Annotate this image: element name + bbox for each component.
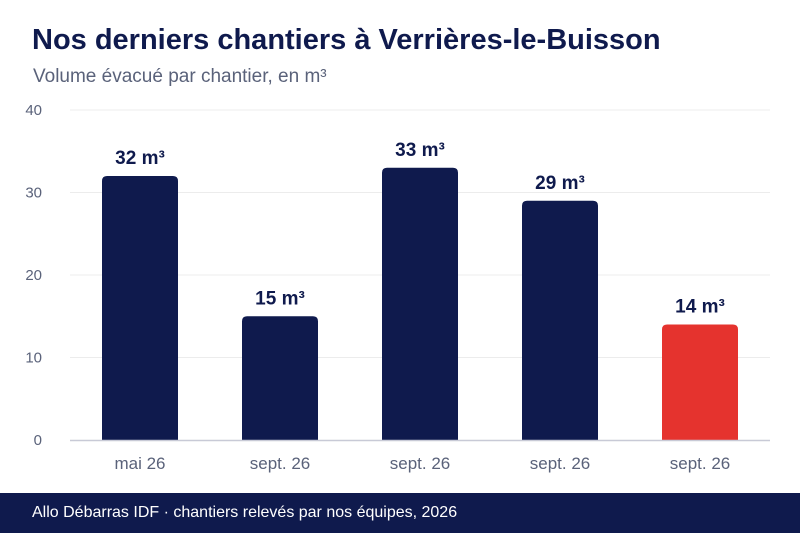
x-tick-label: sept. 26 bbox=[530, 454, 591, 473]
bar bbox=[242, 316, 318, 440]
y-tick-label: 30 bbox=[25, 185, 42, 202]
x-axis-ticks: mai 26 sept. 26 sept. 26 sept. 26 sept. 26 bbox=[114, 454, 730, 473]
bar-value-label: 29 m³ bbox=[535, 173, 585, 194]
x-tick-label: sept. 26 bbox=[670, 454, 731, 473]
bar-value-label: 14 m³ bbox=[675, 297, 725, 318]
y-tick-label: 20 bbox=[25, 267, 42, 284]
x-tick-label: mai 26 bbox=[114, 454, 165, 473]
bar bbox=[382, 167, 458, 440]
y-tick-label: 0 bbox=[34, 432, 42, 449]
bar bbox=[522, 200, 598, 440]
bar-chart: 0 10 20 30 40 32 m³ 15 m³ 33 m³ 29 m³ 14 m³ mai … bbox=[25, 102, 770, 473]
footer-bar: Allo Débarras IDF · chantiers relevés pa… bbox=[0, 493, 800, 533]
x-tick-label: sept. 26 bbox=[250, 454, 311, 473]
bar-value-label: 33 m³ bbox=[395, 140, 445, 161]
bar bbox=[102, 176, 178, 440]
x-tick-label: sept. 26 bbox=[390, 454, 451, 473]
y-tick-label: 10 bbox=[25, 350, 42, 367]
y-tick-label: 40 bbox=[25, 102, 42, 119]
y-axis-ticks: 0 10 20 30 40 bbox=[25, 102, 42, 449]
footer-source: Allo Débarras IDF · chantiers relevés pa… bbox=[32, 504, 458, 521]
data-labels: 32 m³ 15 m³ 33 m³ 29 m³ 14 m³ bbox=[115, 140, 725, 318]
bars bbox=[102, 167, 738, 440]
chart-title: Nos derniers chantiers à Verrières-le-Bu… bbox=[32, 24, 661, 56]
chart-subtitle: Volume évacué par chantier, en m³ bbox=[33, 66, 327, 87]
bar-value-label: 32 m³ bbox=[115, 148, 165, 169]
bar-value-label: 15 m³ bbox=[255, 288, 305, 309]
bar bbox=[662, 324, 738, 440]
